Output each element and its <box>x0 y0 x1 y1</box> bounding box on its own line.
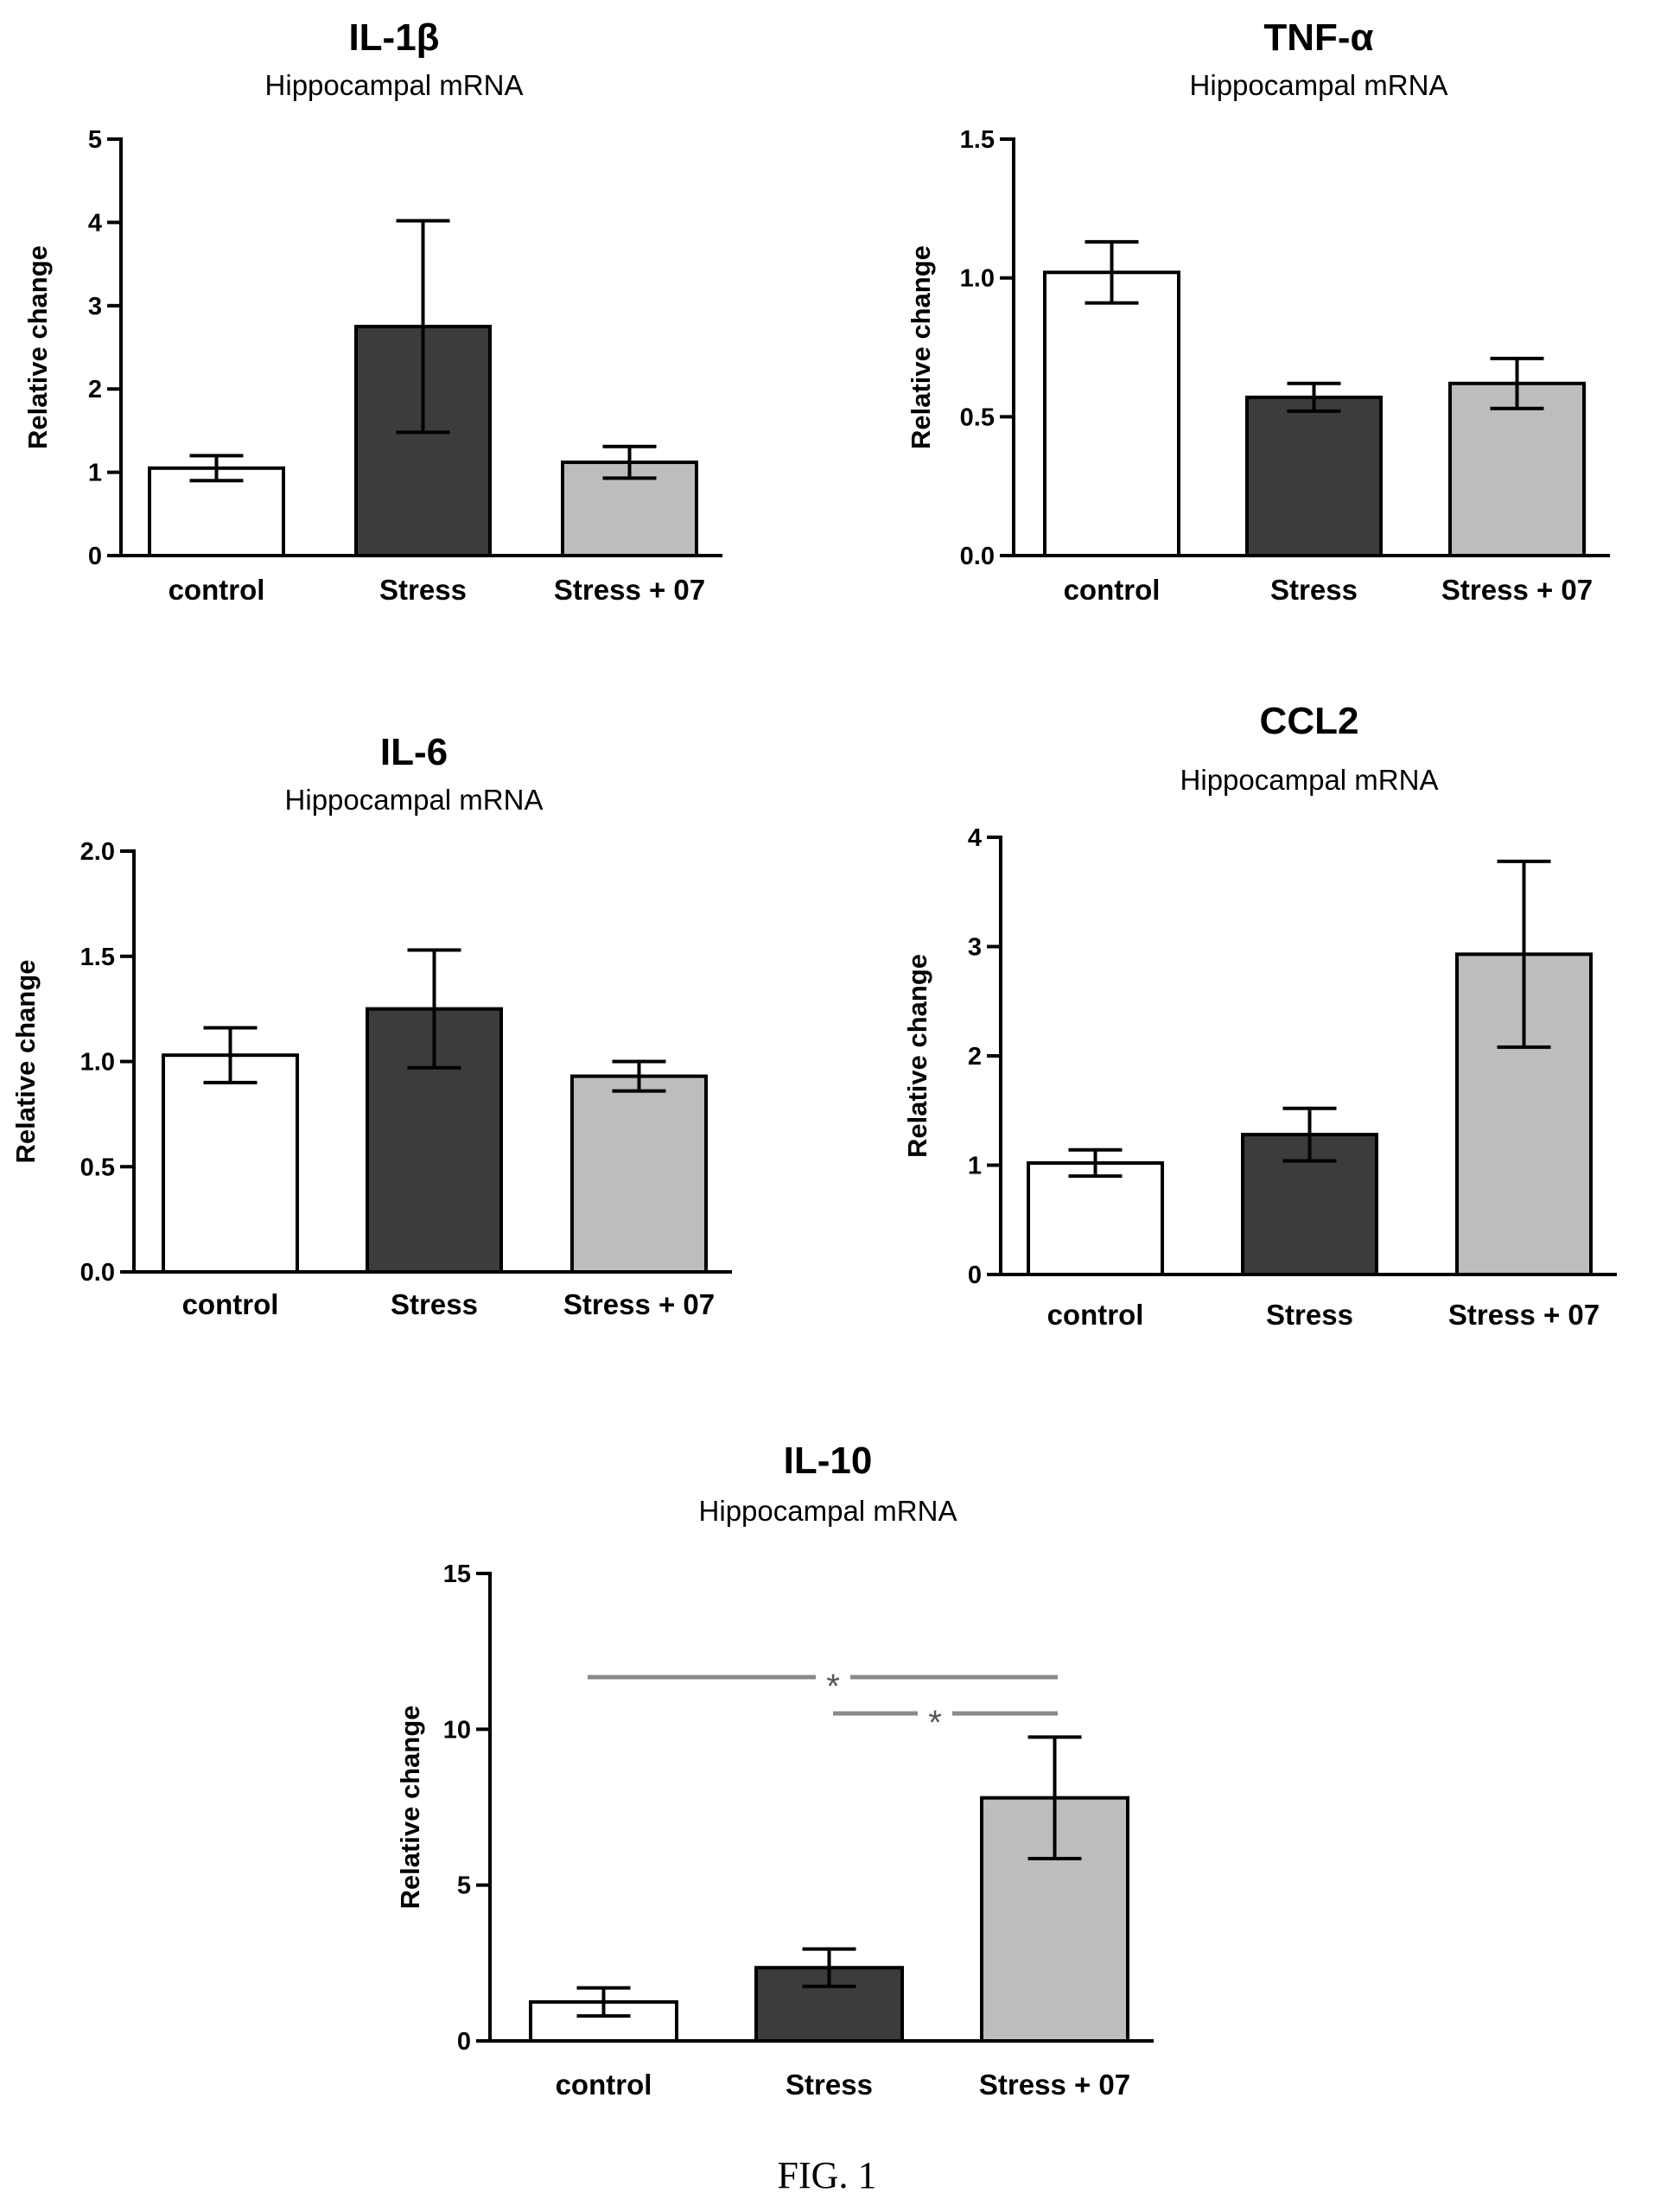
y-tick-label: 2 <box>88 376 102 404</box>
y-tick-label: 0 <box>88 543 102 570</box>
y-tick-label: 1.0 <box>80 1049 115 1077</box>
chart-title: TNF-α <box>1263 16 1373 59</box>
y-tick-label: 1 <box>88 460 102 487</box>
chart-subtitle: Hippocampal mRNA <box>285 784 544 816</box>
y-tick-label: 0.5 <box>80 1154 115 1181</box>
bar-control <box>162 1053 299 1274</box>
bar-stress <box>1245 395 1383 557</box>
chart-subtitle: Hippocampal mRNA <box>1180 764 1439 796</box>
x-category-label: Stress + 07 <box>1448 1299 1600 1331</box>
x-category-label: control <box>182 1288 279 1320</box>
x-category-label: Stress <box>391 1288 478 1320</box>
figure-caption: FIG. 1 <box>778 2154 877 2196</box>
chart-title: IL-6 <box>380 731 448 773</box>
chart-panel-0: IL-1β Hippocampal mRNA Relative change 0 1 2 3… <box>22 16 722 606</box>
y-tick-label: 3 <box>968 934 982 962</box>
y-axis-label: Relative change <box>22 245 53 449</box>
y-axis-label: Relative change <box>395 1705 425 1909</box>
x-category-label: control <box>556 2069 652 2101</box>
x-category-label: Stress <box>786 2069 873 2101</box>
x-category-label: Stress + 07 <box>563 1288 715 1320</box>
x-category-label: Stress <box>379 574 467 606</box>
x-category-label: control <box>1047 1299 1144 1331</box>
significance-marker: * <box>826 1668 840 1706</box>
bar-control <box>1043 270 1180 557</box>
y-tick-label: 0 <box>457 2028 471 2056</box>
y-tick-label: 2 <box>968 1043 982 1071</box>
y-tick-label: 1 <box>968 1153 982 1180</box>
y-tick-label: 1.0 <box>960 265 995 293</box>
chart-title: IL-10 <box>784 1440 873 1482</box>
chart-subtitle: Hippocampal mRNA <box>265 69 524 101</box>
y-tick-label: 0.5 <box>960 404 995 431</box>
x-category-label: control <box>169 574 265 606</box>
chart-panel-2: IL-6 Hippocampal mRNA Relative change 0.0 0.… <box>10 731 732 1320</box>
x-category-label: Stress <box>1270 574 1358 606</box>
x-category-label: Stress + 07 <box>1441 574 1593 606</box>
y-tick-label: 10 <box>443 1716 471 1744</box>
y-tick-label: 0.0 <box>960 543 995 570</box>
y-tick-label: 5 <box>88 126 102 154</box>
y-tick-label: 0.0 <box>80 1259 115 1287</box>
y-tick-label: 1.5 <box>960 126 995 154</box>
y-tick-label: 1.5 <box>80 944 115 971</box>
chart-panel-1: TNF-α Hippocampal mRNA Relative change 0.0 0… <box>906 16 1610 606</box>
x-category-label: control <box>1064 574 1161 606</box>
y-axis-label: Relative change <box>902 954 932 1158</box>
y-tick-label: 2.0 <box>80 838 115 866</box>
chart-title: CCL2 <box>1260 700 1359 742</box>
bar-control <box>1027 1160 1164 1276</box>
bar-control <box>148 466 285 558</box>
chart-panel-4: IL-10 Hippocampal mRNA Relative change 0 5 10… <box>395 1440 1154 2101</box>
significance-marker: * <box>928 1704 942 1742</box>
bar-stress-07 <box>1448 381 1586 558</box>
chart-title: IL-1β <box>348 16 439 59</box>
y-tick-label: 3 <box>88 293 102 321</box>
chart-subtitle: Hippocampal mRNA <box>1190 69 1448 101</box>
y-tick-label: 0 <box>968 1262 982 1289</box>
y-axis-label: Relative change <box>10 959 41 1163</box>
y-tick-label: 4 <box>88 209 102 237</box>
y-axis-label: Relative change <box>906 245 936 449</box>
chart-panel-3: CCL2 Hippocampal mRNA Relative change 0 1 2 3 4… <box>902 700 1617 1331</box>
x-category-label: Stress + 07 <box>979 2069 1130 2101</box>
y-tick-label: 4 <box>968 824 982 852</box>
x-category-label: Stress <box>1266 1299 1353 1331</box>
x-category-label: Stress + 07 <box>554 574 705 606</box>
y-tick-label: 15 <box>443 1560 471 1588</box>
chart-subtitle: Hippocampal mRNA <box>699 1495 957 1527</box>
y-tick-label: 5 <box>457 1872 471 1900</box>
bar-stress-07 <box>570 1074 708 1274</box>
